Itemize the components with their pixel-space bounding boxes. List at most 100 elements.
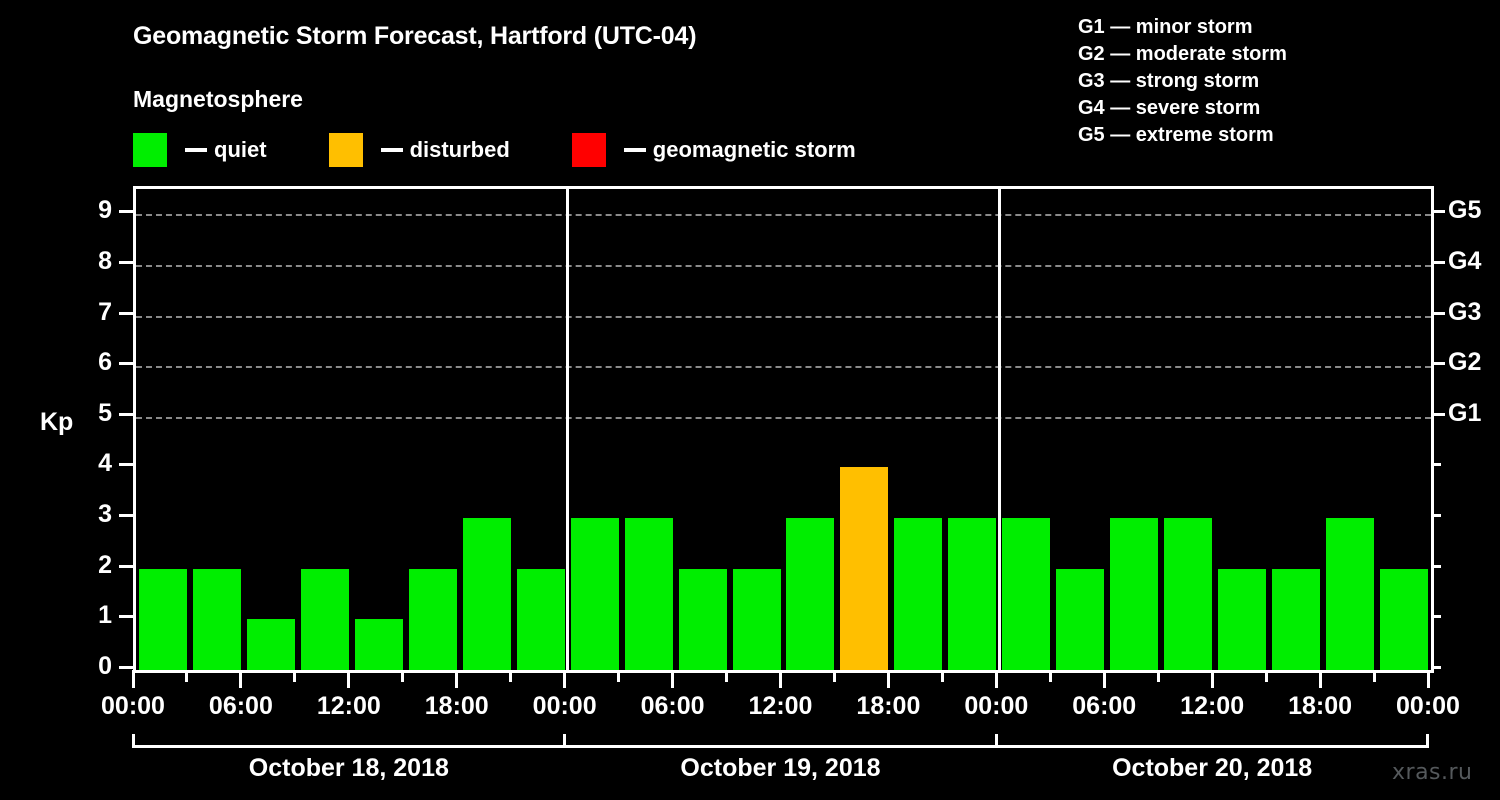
y-tick-mark-9 [119, 210, 133, 214]
g-tick-mark-G2 [1431, 362, 1445, 366]
watermark: xras.ru [1392, 760, 1473, 785]
y-tick-mark-7 [119, 311, 133, 315]
g-axis-minor-tick-4 [1431, 463, 1441, 467]
g-tick-mark-G1 [1431, 412, 1445, 416]
date-label-3: October 20, 2018 [1112, 754, 1313, 782]
bar-14[interactable] [894, 518, 943, 670]
x-tick-mark-9 [617, 670, 621, 682]
g-scale-row-1: G1 — minor storm [1078, 16, 1253, 38]
legend-dash-icon [185, 148, 207, 152]
bar-6[interactable] [462, 518, 511, 670]
bar-7[interactable] [516, 568, 565, 670]
bar-18[interactable] [1110, 518, 1159, 670]
x-tick-mark-1 [185, 670, 189, 682]
gridline-kp-6 [136, 366, 1431, 369]
x-tick-label-4: 00:00 [532, 692, 597, 720]
g-tick-label-G3: G3 [1448, 297, 1482, 326]
date-bracket-1 [131, 734, 567, 748]
date-label-1: October 18, 2018 [248, 754, 449, 782]
legend-item-quiet: quiet [133, 133, 267, 167]
x-tick-mark-0 [131, 670, 135, 688]
bar-22[interactable] [1326, 518, 1375, 670]
bar-16[interactable] [1002, 518, 1051, 670]
y-tick-mark-8 [119, 260, 133, 264]
bar-12[interactable] [786, 518, 835, 670]
legend-dash-icon [380, 148, 403, 152]
gridline-kp-9 [136, 214, 1431, 217]
y-tick-label-1: 1 [98, 601, 112, 630]
x-tick-mark-14 [886, 670, 890, 688]
x-tick-mark-16 [994, 670, 998, 688]
bar-2[interactable] [246, 619, 295, 670]
g-tick-mark-G4 [1431, 260, 1445, 264]
g-tick-mark-G5 [1431, 210, 1445, 214]
legend-item-disturbed: disturbed [328, 133, 510, 167]
bar-9[interactable] [624, 518, 673, 670]
bar-17[interactable] [1056, 568, 1105, 670]
y-tick-mark-0 [119, 666, 133, 669]
y-tick-label-8: 8 [98, 246, 112, 275]
x-tick-label-5: 06:00 [640, 692, 705, 720]
x-tick-mark-11 [725, 670, 729, 682]
x-tick-mark-15 [940, 670, 944, 682]
y-tick-label-3: 3 [98, 500, 112, 529]
quiet-swatch [133, 133, 167, 167]
plot-area [133, 186, 1434, 673]
legend-label-quiet: quiet [214, 137, 267, 162]
date-bracket-2 [563, 734, 998, 748]
y-tick-label-9: 9 [98, 196, 112, 225]
magnetosphere-label: Magnetosphere [133, 86, 303, 112]
bar-11[interactable] [732, 568, 781, 670]
x-tick-mark-8 [563, 670, 567, 688]
g-tick-mark-G3 [1431, 311, 1445, 315]
g-axis-minor-tick-2 [1431, 564, 1441, 568]
x-tick-label-9: 06:00 [1072, 692, 1137, 720]
bar-1[interactable] [192, 568, 241, 670]
x-tick-label-11: 18:00 [1288, 692, 1353, 720]
g-tick-label-G5: G5 [1448, 196, 1482, 225]
x-tick-mark-21 [1264, 670, 1268, 682]
bar-8[interactable] [570, 518, 619, 670]
g-axis-minor-tick-3 [1431, 514, 1441, 518]
y-tick-mark-3 [119, 514, 133, 518]
date-bracket-3 [994, 734, 1430, 748]
day-divider-1 [566, 189, 570, 670]
gridline-kp-8 [136, 264, 1431, 267]
bar-20[interactable] [1218, 568, 1267, 670]
plot-inner [136, 189, 1431, 670]
bar-4[interactable] [354, 619, 403, 670]
x-tick-label-1: 06:00 [208, 692, 273, 720]
bar-15[interactable] [948, 518, 997, 670]
x-tick-label-2: 12:00 [316, 692, 381, 720]
gridline-kp-5 [136, 416, 1431, 419]
g-axis-minor-tick-1 [1431, 615, 1441, 619]
date-label-2: October 19, 2018 [680, 754, 881, 782]
y-tick-mark-1 [119, 615, 133, 619]
x-tick-mark-2 [239, 670, 243, 688]
bar-23[interactable] [1380, 568, 1429, 670]
x-tick-label-3: 18:00 [424, 692, 489, 720]
x-tick-mark-3 [293, 670, 297, 682]
bar-3[interactable] [300, 568, 349, 670]
y-axis-title: Kp [40, 408, 74, 436]
x-tick-mark-12 [779, 670, 782, 688]
y-tick-label-6: 6 [98, 348, 112, 377]
g-scale-legend: G1 — minor storm G2 — moderate storm G3 — … [1078, 14, 1287, 149]
x-tick-mark-13 [832, 670, 836, 682]
y-tick-label-0: 0 [98, 652, 112, 680]
x-tick-label-0: 00:00 [101, 692, 165, 720]
day-divider-2 [997, 189, 1001, 670]
x-tick-mark-17 [1048, 670, 1052, 682]
g-tick-label-G4: G4 [1448, 246, 1482, 275]
bar-19[interactable] [1164, 518, 1213, 670]
bar-0[interactable] [138, 568, 187, 670]
legend-dash-icon [623, 148, 646, 152]
bar-13[interactable] [840, 467, 889, 670]
legend-label-storm: geomagnetic storm [652, 137, 856, 162]
x-tick-mark-23 [1372, 670, 1376, 682]
g-tick-label-G1: G1 [1448, 398, 1482, 427]
y-tick-label-2: 2 [98, 550, 112, 579]
bar-5[interactable] [408, 568, 457, 670]
bar-21[interactable] [1272, 568, 1321, 670]
bar-10[interactable] [678, 568, 727, 670]
